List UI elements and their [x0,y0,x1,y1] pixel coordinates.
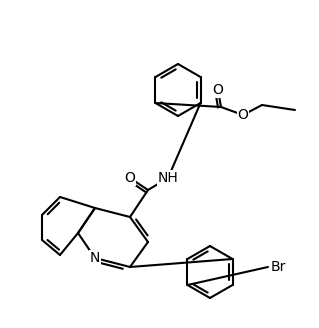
Text: N: N [90,251,100,265]
Text: NH: NH [158,171,178,185]
Text: O: O [238,108,249,122]
Text: Br: Br [271,260,286,274]
Text: O: O [212,83,223,97]
Text: O: O [124,171,136,185]
